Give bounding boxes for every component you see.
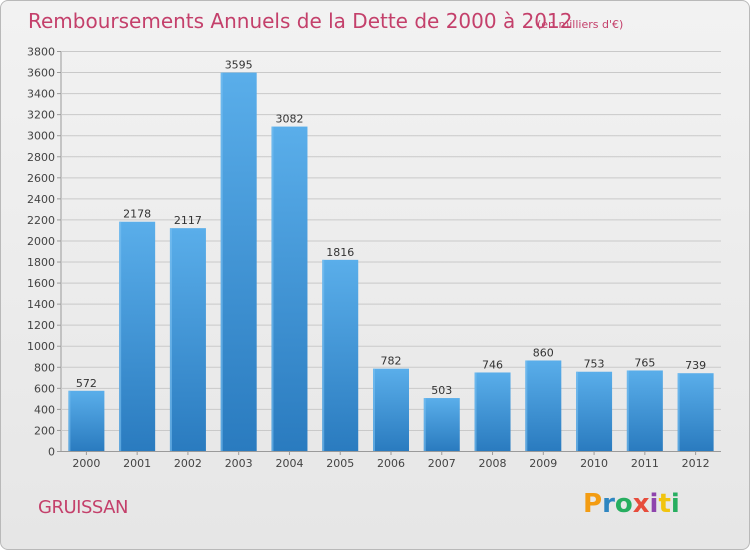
bar-2006 xyxy=(373,368,409,451)
bar-2008 xyxy=(474,372,511,451)
y-tick-label: 0 xyxy=(48,446,55,459)
x-tick-label-2006: 2006 xyxy=(377,457,405,470)
y-tick-label: 2200 xyxy=(27,214,55,227)
bar-highlight xyxy=(677,373,680,451)
bar-2010 xyxy=(576,371,613,451)
bar-highlight xyxy=(322,259,325,451)
y-tick-label: 800 xyxy=(34,361,55,374)
logo-letter: P xyxy=(583,489,603,519)
data-label-2012: 739 xyxy=(685,359,706,372)
data-label-2010: 753 xyxy=(584,358,605,371)
data-label-2004: 3082 xyxy=(275,113,303,126)
bar-highlight xyxy=(626,370,629,451)
y-tick-label: 3800 xyxy=(27,46,55,59)
x-tick-label-2010: 2010 xyxy=(580,457,608,470)
y-tick-label: 2400 xyxy=(27,193,55,206)
bar-highlight xyxy=(373,368,375,451)
y-tick-label: 600 xyxy=(34,382,55,395)
y-tick-label: 1800 xyxy=(27,256,55,269)
x-tick-label-2004: 2004 xyxy=(275,457,303,470)
y-tick-label: 1000 xyxy=(27,340,55,353)
x-tick-label-2012: 2012 xyxy=(682,457,710,470)
data-label-2001: 2178 xyxy=(123,208,151,221)
y-tick-label: 200 xyxy=(34,424,55,437)
data-label-2005: 1816 xyxy=(326,246,354,259)
bar-2012 xyxy=(677,373,714,451)
y-tick-label: 1200 xyxy=(27,319,55,332)
bar-highlight xyxy=(220,72,223,451)
bar-2002 xyxy=(169,228,206,451)
y-tick-label: 2000 xyxy=(27,235,55,248)
logo-letter: o xyxy=(614,489,633,519)
data-label-2000: 572 xyxy=(76,377,97,390)
y-tick-label: 3600 xyxy=(27,67,55,80)
bar-2003 xyxy=(220,72,257,451)
bar-highlight xyxy=(423,398,426,451)
bar-highlight xyxy=(474,372,477,451)
y-tick-label: 3200 xyxy=(27,109,55,122)
commune-name: GRUISSAN xyxy=(38,497,128,518)
x-tick-label-2003: 2003 xyxy=(225,457,253,470)
bar-2009 xyxy=(525,360,562,451)
logo-letter: x xyxy=(632,489,650,519)
x-tick-label-2001: 2001 xyxy=(123,457,151,470)
x-tick-label-2002: 2002 xyxy=(174,457,202,470)
bar-highlight xyxy=(576,371,579,451)
bar-highlight xyxy=(525,360,528,451)
logo-letter: r xyxy=(602,489,615,519)
bar-highlight xyxy=(68,390,71,451)
x-tick-label-2008: 2008 xyxy=(479,457,507,470)
y-tick-label: 3000 xyxy=(27,130,55,143)
y-tick-label: 400 xyxy=(34,403,55,416)
x-tick-label-2000: 2000 xyxy=(72,457,100,470)
bar-highlight xyxy=(119,221,122,451)
x-tick-label-2007: 2007 xyxy=(428,457,456,470)
data-label-2006: 782 xyxy=(381,355,402,368)
y-tick-label: 2800 xyxy=(27,151,55,164)
data-label-2003: 3595 xyxy=(225,59,253,72)
data-label-2008: 746 xyxy=(482,358,503,371)
y-tick-label: 3400 xyxy=(27,88,55,101)
data-label-2011: 765 xyxy=(634,356,655,369)
chart-unit: (en milliers d'€) xyxy=(537,18,624,31)
bar-2005 xyxy=(322,259,359,451)
data-label-2007: 503 xyxy=(431,384,452,397)
bar-2004 xyxy=(271,126,308,451)
bar-highlight xyxy=(169,228,172,451)
bar-2007 xyxy=(423,398,460,451)
chart-title: Remboursements Annuels de la Dette de 20… xyxy=(28,9,573,33)
proxiti-logo: Proxiti xyxy=(583,489,680,519)
y-tick-label: 1600 xyxy=(27,277,55,290)
bar-2001 xyxy=(119,221,156,451)
logo-letter: i xyxy=(670,489,680,519)
x-tick-label-2005: 2005 xyxy=(326,457,354,470)
data-label-2009: 860 xyxy=(533,346,554,359)
logo-letter: t xyxy=(658,489,671,519)
logo-letter: i xyxy=(649,489,659,519)
bar-2011 xyxy=(626,370,663,451)
y-tick-label: 2600 xyxy=(27,172,55,185)
y-tick-label: 1400 xyxy=(27,298,55,311)
data-label-2002: 2117 xyxy=(174,214,202,227)
x-tick-label-2011: 2011 xyxy=(631,457,659,470)
x-tick-label-2009: 2009 xyxy=(529,457,557,470)
bar-highlight xyxy=(271,126,274,451)
bar-2000 xyxy=(68,390,105,451)
